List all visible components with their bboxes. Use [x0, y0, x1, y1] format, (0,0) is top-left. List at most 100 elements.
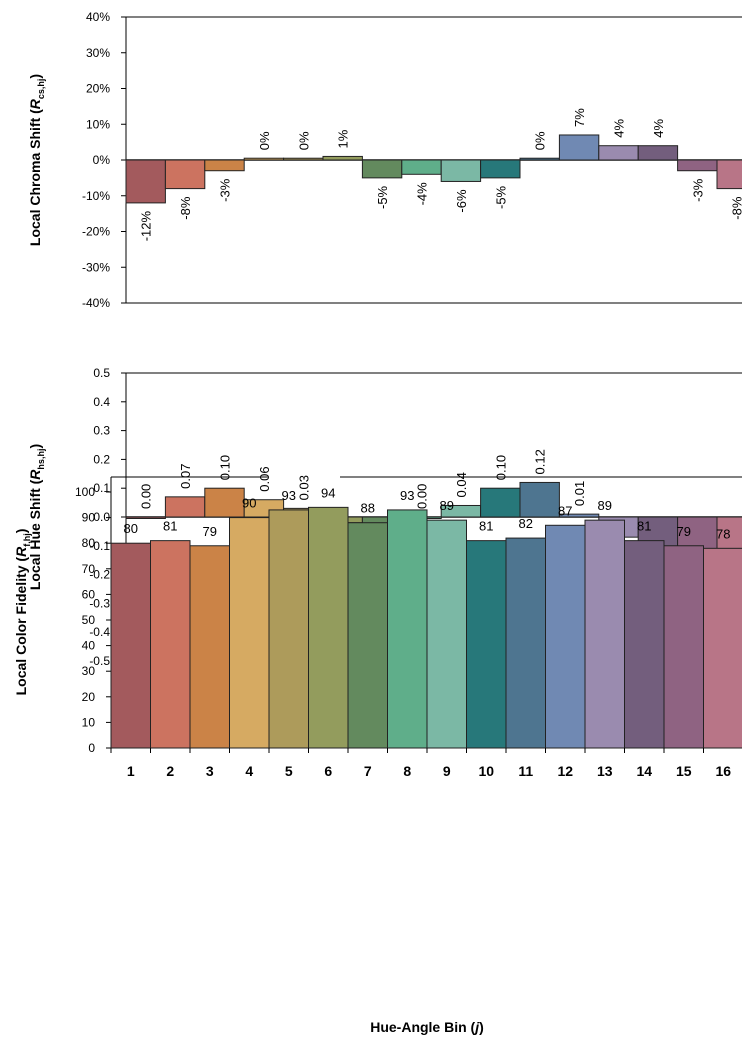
bar-bin-7 — [347, 522, 388, 749]
data-label: 0.04 — [454, 472, 469, 497]
y-tick-label: -20% — [82, 225, 110, 239]
x-tick-label: 6 — [324, 763, 332, 779]
y-axis-title-text: Local Chroma Shift ( — [27, 109, 43, 246]
bar-bin-3 — [204, 159, 245, 172]
bar-bin-13 — [584, 519, 625, 749]
x-axis-title-symbol: j — [473, 1019, 480, 1035]
x-tick-label: 3 — [206, 763, 214, 779]
y-axis-title-symbol: R — [27, 98, 43, 109]
data-label: -8% — [178, 196, 193, 220]
data-label: 94 — [321, 485, 335, 500]
y-tick-label: 40% — [86, 10, 110, 24]
bar-bin-2 — [164, 159, 206, 190]
data-label: 0.10 — [218, 455, 233, 480]
bar-bin-15 — [677, 159, 718, 172]
y-tick-label: 70 — [82, 562, 96, 576]
data-label: -6% — [454, 189, 469, 213]
data-label: 7% — [572, 108, 587, 127]
x-tick-label: 12 — [557, 763, 573, 779]
data-label: 0% — [257, 131, 272, 150]
bar-bin-1 — [125, 516, 166, 519]
y-tick-label: -0.2 — [89, 568, 110, 582]
data-label: 0.07 — [178, 464, 193, 489]
bar-bin-9 — [440, 159, 482, 182]
y-tick-label: 90 — [82, 511, 96, 525]
y-tick-label: 10% — [86, 117, 110, 131]
bar-bin-3 — [204, 487, 245, 518]
x-tick-label: 7 — [364, 763, 372, 779]
x-tick-label: 16 — [715, 763, 731, 779]
data-label: 4% — [612, 118, 627, 137]
y-tick-label: 0.1 — [93, 481, 110, 495]
x-axis-title-text: Hue-Angle Bin ( — [370, 1019, 475, 1035]
y-tick-label: 20 — [82, 690, 96, 704]
y-tick-label: 0.4 — [93, 395, 110, 409]
data-label: 79 — [203, 524, 217, 539]
bar-bin-10 — [480, 487, 521, 518]
bar-bin-12 — [558, 134, 600, 161]
bar-bin-4 — [243, 157, 285, 161]
bar-bin-2 — [150, 540, 191, 749]
bar-bin-1 — [110, 542, 151, 749]
y-tick-label: 100 — [75, 485, 95, 499]
y-axis-title-subscript: hs,hj — [36, 449, 46, 470]
bar-bin-8 — [401, 159, 442, 175]
bar-bin-10 — [480, 159, 521, 179]
y-axis-title-symbol: R — [13, 546, 29, 557]
data-label: -3% — [218, 178, 233, 202]
data-label: 89 — [440, 498, 454, 513]
bar-bin-7 — [361, 159, 403, 179]
bar-bin-3 — [189, 545, 230, 749]
x-axis-title: Hue-Angle Bin (j) — [370, 1019, 484, 1035]
y-tick-label: 0.0 — [93, 510, 110, 524]
bar-bin-9 — [426, 519, 467, 749]
y-tick-label: -0.4 — [89, 625, 110, 639]
y-axis-title: Local Hue Shift (Rhs,hj) — [27, 444, 46, 590]
bar-bin-13 — [598, 145, 639, 161]
y-tick-label: 60 — [82, 587, 96, 601]
data-label: 81 — [479, 519, 493, 534]
y-tick-label: 0% — [93, 153, 111, 167]
y-axis-title-symbol: R — [27, 469, 43, 480]
data-label: 80 — [124, 521, 138, 536]
data-label: -4% — [415, 182, 430, 206]
y-tick-label: -10% — [82, 189, 110, 203]
data-label: 0.00 — [415, 484, 430, 509]
y-tick-label: -0.5 — [89, 654, 110, 668]
data-label: 93 — [282, 488, 296, 503]
x-tick-label: 4 — [245, 763, 253, 779]
data-label: 0.06 — [257, 466, 272, 491]
bar-bin-4 — [229, 517, 270, 749]
x-tick-label: 11 — [518, 763, 533, 779]
data-label: 90 — [242, 496, 256, 511]
y-tick-label: -0.1 — [89, 539, 110, 553]
bar-bin-12 — [545, 524, 586, 749]
data-label: 0.03 — [296, 475, 311, 500]
y-axis-title: Local Chroma Shift (Rcs,hj) — [27, 74, 46, 246]
data-label: 89 — [598, 498, 612, 513]
bar-bin-11 — [505, 537, 546, 749]
y-tick-label: 0 — [88, 741, 95, 755]
x-axis-title-text: ) — [479, 1019, 484, 1035]
bar-bin-5 — [283, 157, 324, 161]
data-label: -5% — [375, 185, 390, 209]
data-label: 1% — [336, 129, 351, 148]
y-tick-label: -30% — [82, 260, 110, 274]
bar-bin-11 — [519, 157, 560, 161]
bar-bin-8 — [387, 509, 428, 749]
bar-bin-11 — [519, 481, 560, 518]
bar-bin-16 — [716, 159, 742, 190]
y-axis-title-text: ) — [27, 444, 43, 449]
y-axis-title-text: ) — [27, 74, 43, 79]
x-tick-label: 9 — [443, 763, 451, 779]
y-axis-title-subscript: cs,hj — [36, 79, 46, 100]
x-tick-label: 8 — [403, 763, 411, 779]
x-tick-label: 5 — [285, 763, 293, 779]
y-axis-title-text: Local Color Fidelity ( — [13, 557, 29, 696]
x-tick-label: 14 — [636, 763, 652, 779]
y-tick-label: 50 — [82, 613, 96, 627]
data-label: 0.10 — [493, 455, 508, 480]
y-tick-label: -40% — [82, 296, 110, 310]
bar-bin-16 — [703, 547, 742, 749]
